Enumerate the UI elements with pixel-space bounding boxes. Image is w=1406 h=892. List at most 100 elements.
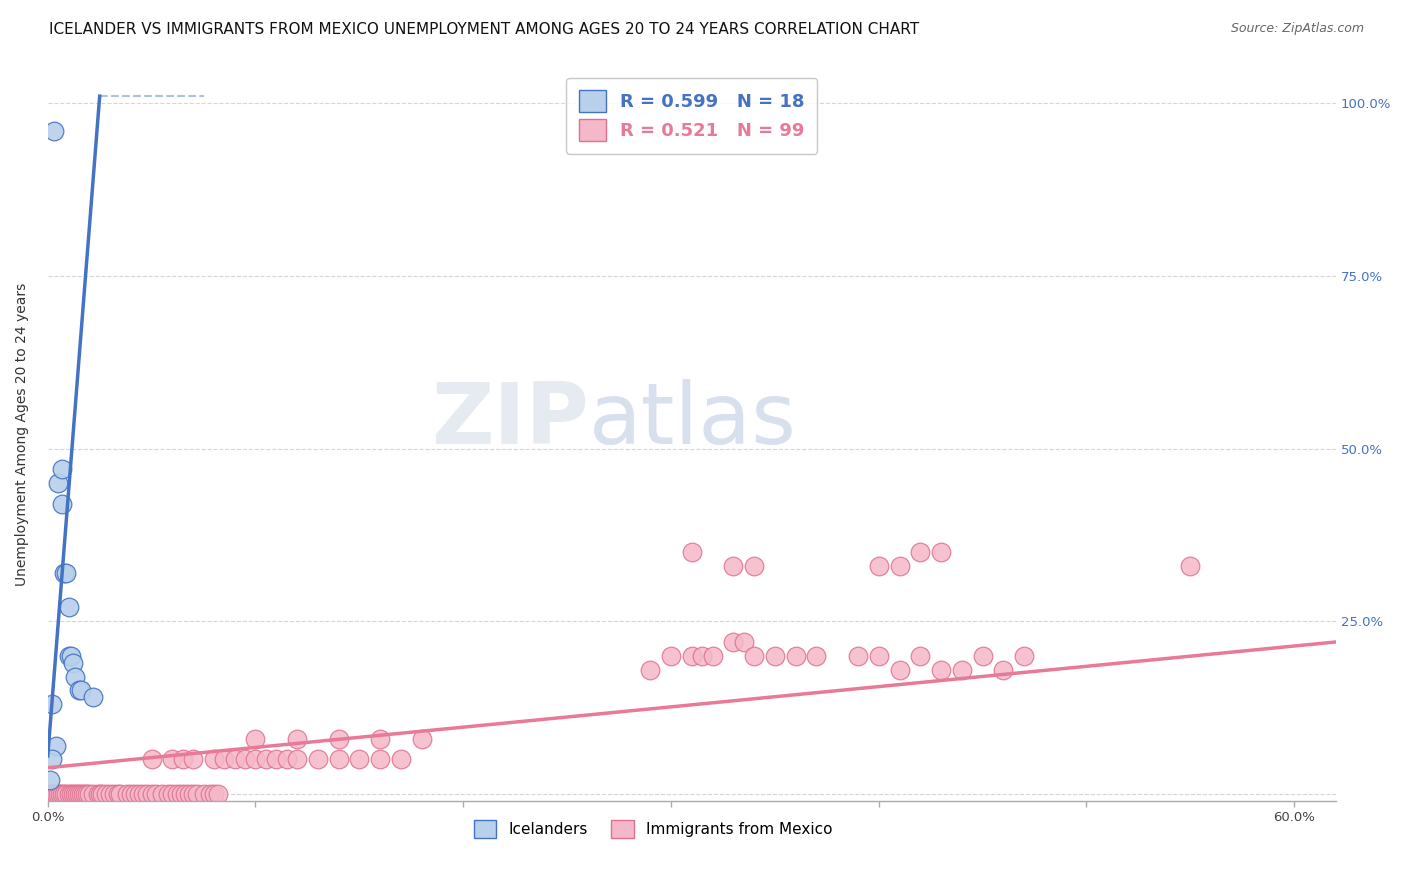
Point <box>285 752 308 766</box>
Point <box>929 545 952 559</box>
Point <box>98 787 121 801</box>
Point <box>58 648 80 663</box>
Point <box>638 663 661 677</box>
Point <box>785 648 807 663</box>
Text: Source: ZipAtlas.com: Source: ZipAtlas.com <box>1230 22 1364 36</box>
Point <box>868 648 890 663</box>
Point <box>723 558 745 573</box>
Point <box>245 731 267 746</box>
Point <box>173 787 195 801</box>
Point <box>42 787 65 801</box>
Point <box>910 648 932 663</box>
Point <box>67 787 90 801</box>
Point <box>411 731 433 746</box>
Point <box>170 787 193 801</box>
Point <box>186 787 208 801</box>
Point <box>368 752 391 766</box>
Point <box>75 787 97 801</box>
Point <box>733 635 755 649</box>
Point <box>245 752 267 766</box>
Point <box>79 787 101 801</box>
Point <box>889 558 911 573</box>
Point <box>264 752 287 766</box>
Text: ICELANDER VS IMMIGRANTS FROM MEXICO UNEMPLOYMENT AMONG AGES 20 TO 24 YEARS CORRE: ICELANDER VS IMMIGRANTS FROM MEXICO UNEM… <box>49 22 920 37</box>
Point <box>328 731 350 746</box>
Point <box>285 731 308 746</box>
Point <box>55 566 77 580</box>
Point <box>82 787 104 801</box>
Text: atlas: atlas <box>589 378 797 461</box>
Point <box>45 787 67 801</box>
Point <box>181 787 204 801</box>
Point <box>42 124 65 138</box>
Point <box>157 787 180 801</box>
Point <box>67 683 90 698</box>
Point <box>132 787 155 801</box>
Point <box>233 752 256 766</box>
Point <box>136 787 159 801</box>
Point <box>51 787 73 801</box>
Point <box>389 752 412 766</box>
Point <box>763 648 786 663</box>
Point <box>1180 558 1202 573</box>
Point <box>910 545 932 559</box>
Point <box>66 787 89 801</box>
Point <box>950 663 973 677</box>
Point <box>276 752 298 766</box>
Point <box>53 787 76 801</box>
Point <box>254 752 277 766</box>
Point <box>120 787 142 801</box>
Point <box>181 752 204 766</box>
Point <box>59 787 82 801</box>
Text: ZIP: ZIP <box>432 378 589 461</box>
Point <box>128 787 150 801</box>
Point <box>141 752 163 766</box>
Point <box>45 739 67 753</box>
Point <box>349 752 371 766</box>
Point <box>889 663 911 677</box>
Point <box>806 648 828 663</box>
Point <box>46 476 69 491</box>
Point <box>681 545 703 559</box>
Point <box>76 787 98 801</box>
Point <box>659 648 682 663</box>
Point <box>70 683 93 698</box>
Point <box>141 787 163 801</box>
Point <box>742 648 765 663</box>
Point <box>162 752 184 766</box>
Point <box>41 752 63 766</box>
Point <box>70 787 93 801</box>
Point <box>115 787 138 801</box>
Point <box>51 462 73 476</box>
Point <box>41 787 63 801</box>
Point <box>59 648 82 663</box>
Point <box>214 752 236 766</box>
Point <box>177 787 200 801</box>
Point <box>90 787 112 801</box>
Point <box>202 787 225 801</box>
Point <box>103 787 125 801</box>
Point <box>972 648 994 663</box>
Point <box>166 787 188 801</box>
Point <box>63 787 86 801</box>
Point <box>742 558 765 573</box>
Point <box>993 663 1015 677</box>
Point <box>207 787 229 801</box>
Point <box>150 787 173 801</box>
Point <box>58 600 80 615</box>
Point <box>49 787 72 801</box>
Point <box>702 648 724 663</box>
Point <box>723 635 745 649</box>
Point <box>86 787 108 801</box>
Point <box>124 787 146 801</box>
Point <box>1012 648 1035 663</box>
Point <box>224 752 246 766</box>
Point <box>62 656 84 670</box>
Point <box>198 787 221 801</box>
Point <box>58 787 80 801</box>
Point <box>38 787 60 801</box>
Point <box>55 787 77 801</box>
Legend: Icelanders, Immigrants from Mexico: Icelanders, Immigrants from Mexico <box>467 814 839 845</box>
Y-axis label: Unemployment Among Ages 20 to 24 years: Unemployment Among Ages 20 to 24 years <box>15 283 30 586</box>
Point <box>172 752 194 766</box>
